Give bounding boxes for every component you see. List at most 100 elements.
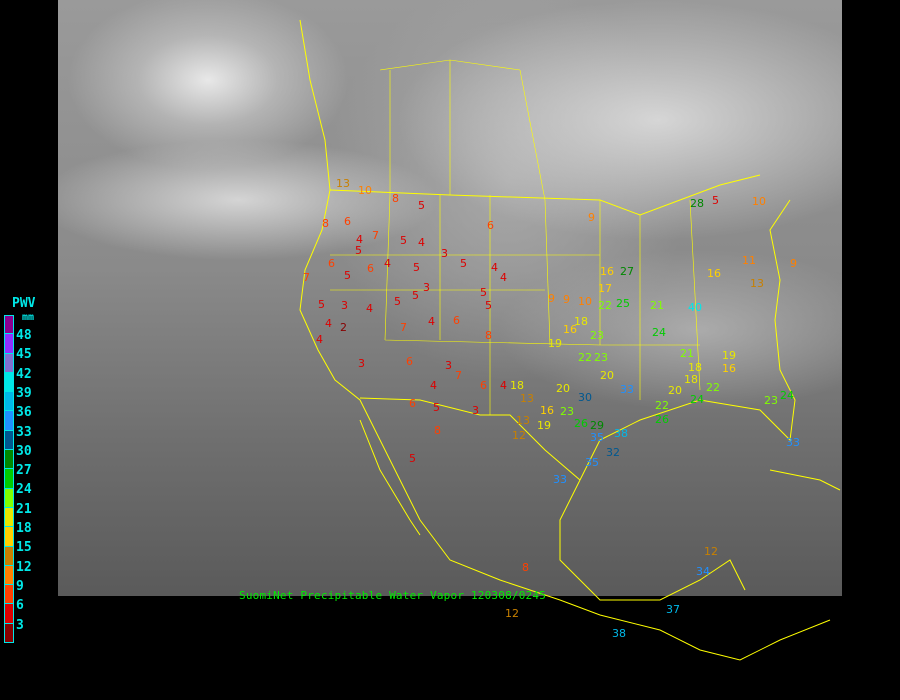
station-pwv-value: 16 [722, 362, 736, 375]
station-pwv-value: 24 [690, 393, 704, 406]
station-pwv-value: 13 [516, 414, 530, 427]
legend-label: 12 [16, 559, 32, 575]
legend-swatch [4, 527, 14, 547]
station-pwv-value: 5 [480, 286, 487, 299]
us-mexico-border [359, 397, 581, 481]
station-pwv-value: 26 [655, 413, 669, 426]
station-pwv-value: 23 [590, 329, 604, 342]
station-pwv-value: 5 [460, 257, 467, 270]
legend-swatch [4, 450, 14, 470]
legend-label: 27 [16, 463, 32, 479]
station-pwv-value: 5 [412, 289, 419, 302]
station-pwv-value: 5 [318, 298, 325, 311]
station-pwv-value: 7 [400, 321, 407, 334]
legend-swatch [4, 353, 14, 373]
station-pwv-value: 5 [400, 234, 407, 247]
station-pwv-value: 5 [433, 401, 440, 414]
station-pwv-value: 5 [409, 452, 416, 465]
station-pwv-value: 6 [367, 262, 374, 275]
station-pwv-value: 5 [485, 299, 492, 312]
station-pwv-value: 18 [684, 373, 698, 386]
legend-swatch [4, 392, 14, 412]
station-pwv-value: 16 [540, 404, 554, 417]
station-pwv-value: 5 [344, 269, 351, 282]
station-pwv-value: 12 [704, 545, 718, 558]
station-pwv-value: 6 [328, 257, 335, 270]
station-pwv-value: 13 [336, 177, 350, 190]
station-pwv-value: 8 [392, 192, 399, 205]
station-pwv-value: 13 [750, 277, 764, 290]
legend-label: 39 [16, 385, 32, 401]
station-pwv-value: 6 [344, 215, 351, 228]
station-pwv-value: 35 [590, 431, 604, 444]
station-pwv-value: 33 [620, 383, 634, 396]
station-pwv-value: 5 [355, 244, 362, 257]
station-pwv-value: 4 [500, 271, 507, 284]
station-pwv-value: 9 [548, 292, 555, 305]
station-pwv-value: 9 [588, 211, 595, 224]
station-pwv-value: 38 [612, 627, 626, 640]
station-pwv-value: 21 [680, 347, 694, 360]
station-pwv-value: 26 [574, 417, 588, 430]
station-pwv-value: 27 [620, 265, 634, 278]
cuba [769, 469, 841, 491]
station-pwv-value: 24 [780, 389, 794, 402]
station-pwv-value: 25 [616, 297, 630, 310]
station-pwv-value: 3 [423, 281, 430, 294]
station-pwv-value: 9 [563, 293, 570, 306]
station-pwv-value: 8 [434, 424, 441, 437]
station-pwv-value: 4 [325, 317, 332, 330]
station-pwv-value: 30 [578, 391, 592, 404]
station-pwv-value: 23 [594, 351, 608, 364]
station-pwv-value: 6 [406, 355, 413, 368]
station-pwv-value: 40 [688, 301, 702, 314]
station-pwv-value: 20 [556, 382, 570, 395]
station-pwv-value: 16 [600, 265, 614, 278]
map-caption: SuomiNet Precipitable Water Vapor 120308… [239, 589, 547, 602]
legend-label: 18 [16, 521, 32, 536]
legend-swatch [4, 507, 14, 528]
station-pwv-value: 6 [487, 219, 494, 232]
legend-swatch [4, 469, 14, 489]
station-pwv-value: 9 [790, 257, 797, 270]
station-pwv-value: 8 [322, 217, 329, 230]
station-pwv-value: 38 [614, 427, 628, 440]
station-pwv-value: 7 [372, 229, 379, 242]
station-pwv-value: 10 [578, 295, 592, 308]
station-pwv-value: 18 [688, 361, 702, 374]
station-pwv-value: 4 [430, 379, 437, 392]
station-pwv-value: 10 [358, 184, 372, 197]
legend-swatch [4, 372, 14, 393]
legend-label: 6 [16, 598, 24, 614]
legend-label: 9 [16, 578, 24, 594]
gulf-coast [579, 199, 796, 481]
legend-label: 48 [16, 328, 32, 343]
station-pwv-value: 20 [668, 384, 682, 397]
legend-swatch [4, 623, 14, 644]
legend-swatch [4, 488, 14, 508]
station-pwv-value: 3 [358, 357, 365, 370]
station-pwv-value: 4 [316, 333, 323, 346]
station-pwv-value: 8 [522, 561, 529, 574]
station-pwv-value: 33 [786, 436, 800, 449]
legend-swatch [4, 546, 14, 566]
station-pwv-value: 5 [394, 295, 401, 308]
station-pwv-value: 22 [706, 381, 720, 394]
state-lines [330, 59, 701, 415]
baja [359, 419, 421, 536]
station-pwv-value: 17 [598, 282, 612, 295]
legend-swatch [4, 430, 14, 451]
station-pwv-value: 4 [366, 302, 373, 315]
legend-swatch [4, 315, 14, 335]
station-pwv-value: 4 [356, 233, 363, 246]
station-pwv-value: 33 [553, 473, 567, 486]
station-pwv-value: 8 [485, 329, 492, 342]
station-pwv-value: 20 [600, 369, 614, 382]
legend-label: 3 [16, 617, 24, 633]
station-pwv-value: 32 [606, 446, 620, 459]
station-pwv-value: 23 [560, 405, 574, 418]
station-pwv-value: 13 [520, 392, 534, 405]
station-pwv-value: 4 [428, 315, 435, 328]
legend-swatch [4, 565, 14, 586]
